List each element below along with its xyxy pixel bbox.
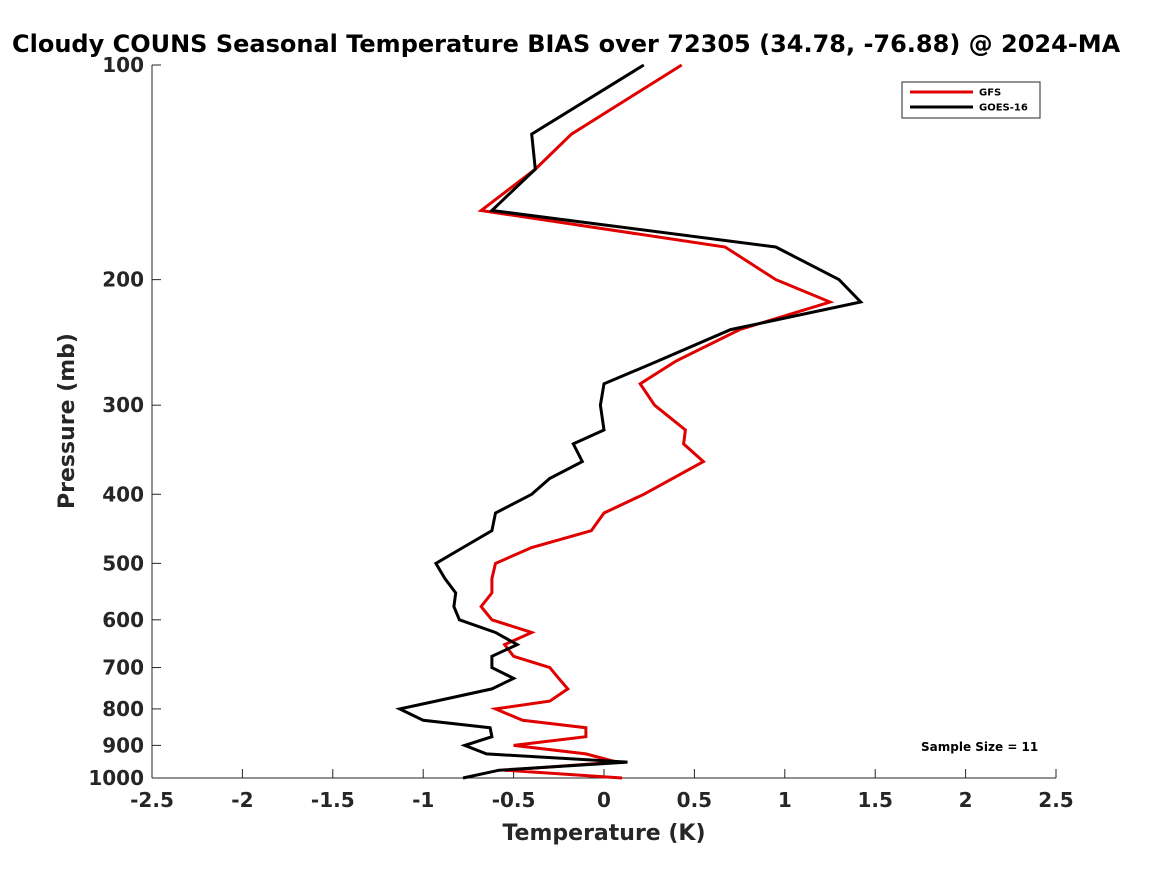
x-tick-label: -0.5 [492,788,536,812]
y-tick-label: 100 [102,53,144,77]
x-tick-label: 1 [778,788,792,812]
x-tick-label: -2 [231,788,253,812]
y-tick-label: 700 [102,656,144,680]
series-line-gfs [477,63,835,780]
y-tick-label: 300 [102,393,144,417]
y-tick-label: 400 [102,482,144,506]
x-tick-label: 0 [597,788,611,812]
x-tick-label: 2 [959,788,973,812]
y-axis-ticks: 100 200 300 400 500 600 700 800 900 1000 [88,53,161,790]
legend-box [901,81,1041,119]
x-tick-label: 2.5 [1038,788,1073,812]
legend-label-gfs: GFS [979,88,1001,99]
legend-label-goes-16: GOES-16 [979,103,1028,114]
y-tick-label: 600 [102,608,144,632]
x-tick-label: -1.5 [311,788,355,812]
x-axis-label: Temperature (K) [502,821,705,846]
sample-size-annotation: Sample Size = 11 [921,740,1038,754]
y-tick-label: 1000 [88,766,144,790]
y-tick-label: 800 [102,697,144,721]
chart-title: Cloudy COUNS Seasonal Temperature BIAS o… [12,30,1121,58]
series-layer [395,63,864,780]
x-tick-label: 1.5 [857,788,892,812]
y-axis-label: Pressure (mb) [55,333,80,509]
series-line-goes-16 [395,63,864,780]
x-axis-ticks: -2.5 -2 -1.5 -1 -0.5 0 0.5 1 1.5 2 2.5 [130,769,1074,812]
y-tick-label: 200 [102,268,144,292]
y-tick-label: 900 [102,733,144,757]
x-tick-label: -1 [412,788,434,812]
legend: GFS GOES-16 [901,81,1041,119]
x-tick-label: -2.5 [130,788,174,812]
y-tick-label: 500 [102,551,144,575]
x-tick-label: 0.5 [677,788,712,812]
